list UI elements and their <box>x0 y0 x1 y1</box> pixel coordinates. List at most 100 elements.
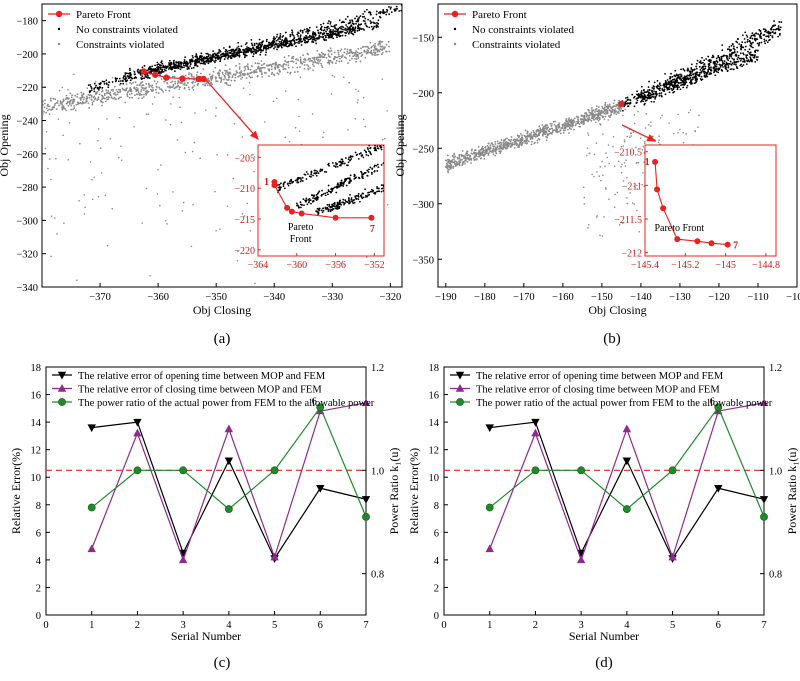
violated-point <box>199 72 202 75</box>
feasible-point <box>272 38 275 40</box>
violated-point <box>295 58 297 61</box>
feasible-point <box>156 66 158 69</box>
feasible-point <box>638 94 641 97</box>
feasible-point <box>162 70 165 73</box>
violated-point <box>251 76 254 79</box>
feasible-point <box>146 73 149 76</box>
feasible-point <box>245 54 248 57</box>
feasible-point <box>306 38 309 40</box>
feasible-point <box>306 32 309 35</box>
feasible-point <box>355 198 358 200</box>
violated-point <box>270 64 273 67</box>
y-tick-label: −300 <box>16 216 38 227</box>
violated-point <box>473 151 476 154</box>
violated-point <box>591 115 594 117</box>
feasible-point <box>322 209 325 212</box>
violated-point <box>514 140 517 143</box>
feasible-point <box>289 41 292 44</box>
feasible-point <box>747 50 749 53</box>
feasible-point <box>341 162 344 165</box>
violated-point <box>42 113 44 115</box>
x-tick-label: 4 <box>226 620 232 631</box>
violated-point <box>581 118 584 121</box>
violated-point <box>453 153 455 156</box>
violated-point <box>355 55 358 58</box>
feasible-point <box>626 99 629 101</box>
violated-point <box>215 80 217 82</box>
violated-point <box>289 71 292 74</box>
feasible-point <box>379 12 382 15</box>
violated-point <box>59 100 62 102</box>
feasible-point <box>647 91 650 94</box>
violated-point <box>568 120 571 123</box>
feasible-point <box>774 24 777 27</box>
feasible-point <box>359 15 362 17</box>
violated-point <box>164 89 167 92</box>
feasible-point <box>259 51 262 54</box>
violated-point <box>600 109 602 112</box>
violated-point <box>224 69 226 72</box>
violated-point <box>489 144 492 147</box>
violated-point <box>552 129 555 132</box>
feasible-point <box>330 191 333 194</box>
violated-point <box>494 147 497 149</box>
violated-point <box>235 73 237 75</box>
feasible-point <box>89 90 92 93</box>
violated-point <box>541 133 544 136</box>
feasible-point <box>370 171 373 174</box>
feasible-point <box>336 163 339 166</box>
violated-point <box>340 60 343 62</box>
feasible-point <box>224 50 227 53</box>
feasible-point <box>778 21 781 23</box>
feasible-point <box>686 84 689 87</box>
violated-point <box>307 58 310 61</box>
violated-point <box>320 62 322 65</box>
feasible-point <box>346 15 349 18</box>
y-axis-label: Relative Error(%) <box>9 448 23 534</box>
feasible-point <box>333 24 336 27</box>
feasible-point <box>309 37 312 40</box>
violated-point <box>610 111 613 114</box>
feasible-point <box>105 83 108 85</box>
violated-point <box>364 56 367 59</box>
violated-point <box>375 47 378 50</box>
x-tick-label: −100 <box>786 292 800 303</box>
violated-point <box>268 64 271 67</box>
feasible-point <box>363 29 366 31</box>
violated-point <box>371 52 373 55</box>
feasible-point <box>733 48 736 51</box>
feasible-point <box>743 37 746 40</box>
violated-point <box>616 111 619 114</box>
series-marker <box>270 552 279 561</box>
violated-point <box>238 66 241 68</box>
feasible-point <box>729 60 732 63</box>
feasible-point <box>305 178 308 180</box>
feasible-point <box>158 69 160 72</box>
feasible-point <box>340 182 343 185</box>
violated-point <box>265 72 267 74</box>
feasible-point <box>682 68 685 71</box>
violated-point <box>272 62 275 65</box>
feasible-point <box>347 161 350 164</box>
violated-point <box>637 110 639 113</box>
violated-point <box>327 60 330 63</box>
violated-point <box>50 255 52 258</box>
violated-point <box>603 118 606 120</box>
feasible-point <box>323 26 326 29</box>
feasible-point <box>322 38 325 41</box>
feasible-point <box>365 196 367 198</box>
violated-point <box>329 47 332 50</box>
feasible-point <box>199 54 202 57</box>
violated-point <box>339 262 342 264</box>
violated-point <box>74 94 77 97</box>
feasible-point <box>752 41 754 44</box>
feasible-point <box>724 67 727 70</box>
feasible-point <box>688 73 691 76</box>
feasible-point <box>344 34 347 37</box>
violated-point <box>246 202 249 205</box>
feasible-point <box>224 56 227 58</box>
feasible-point <box>318 207 321 210</box>
feasible-point <box>93 87 96 90</box>
feasible-point <box>766 35 769 38</box>
feasible-point <box>728 57 731 60</box>
